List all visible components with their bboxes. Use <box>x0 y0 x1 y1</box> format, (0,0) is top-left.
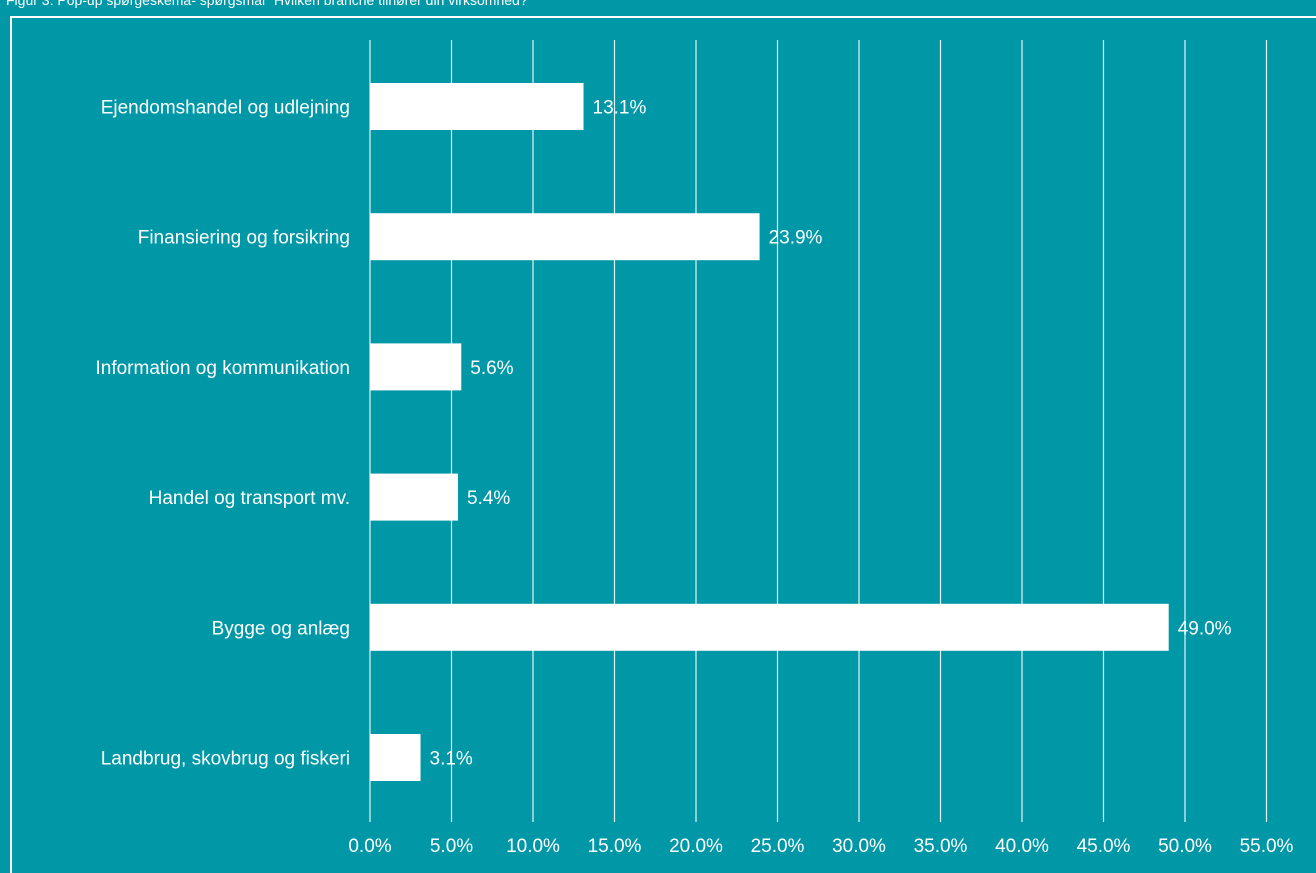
x-tick-label: 40.0% <box>995 836 1049 857</box>
data-label: 23.9% <box>769 228 823 249</box>
x-tick-label: 20.0% <box>669 836 723 857</box>
category-label: Ejendomshandel og udlejning <box>101 98 350 119</box>
x-tick-label: 10.0% <box>506 836 560 857</box>
category-label: Landbrug, skovbrug og fiskeri <box>101 749 350 770</box>
x-tick-label: 30.0% <box>832 836 886 857</box>
bar <box>370 213 760 261</box>
x-tick-label: 55.0% <box>1240 836 1294 857</box>
x-tick-label: 45.0% <box>1077 836 1131 857</box>
data-label: 13.1% <box>593 98 647 119</box>
data-label: 49.0% <box>1178 618 1232 639</box>
chart-panel-border <box>10 16 1316 873</box>
bar <box>370 473 459 521</box>
data-label: 5.4% <box>467 488 510 509</box>
data-label: 3.1% <box>430 749 473 770</box>
x-tick-label: 50.0% <box>1158 836 1212 857</box>
x-tick-label: 5.0% <box>430 836 473 857</box>
category-label: Finansiering og forsikring <box>138 228 350 249</box>
x-tick-label: 15.0% <box>588 836 642 857</box>
x-tick-label: 25.0% <box>751 836 805 857</box>
x-tick-label: 0.0% <box>348 836 391 857</box>
data-label: 5.6% <box>470 358 513 379</box>
bar <box>370 343 462 391</box>
bar <box>370 734 421 781</box>
figure-caption: Figur 3: Pop-up spørgeskema- spørgsmål "… <box>6 0 533 8</box>
bar <box>370 603 1169 651</box>
category-label: Handel og transport mv. <box>149 488 350 509</box>
bar <box>370 83 584 130</box>
x-tick-label: 35.0% <box>914 836 968 857</box>
category-label: Information og kommunikation <box>95 358 350 379</box>
category-label: Bygge og anlæg <box>212 618 350 639</box>
